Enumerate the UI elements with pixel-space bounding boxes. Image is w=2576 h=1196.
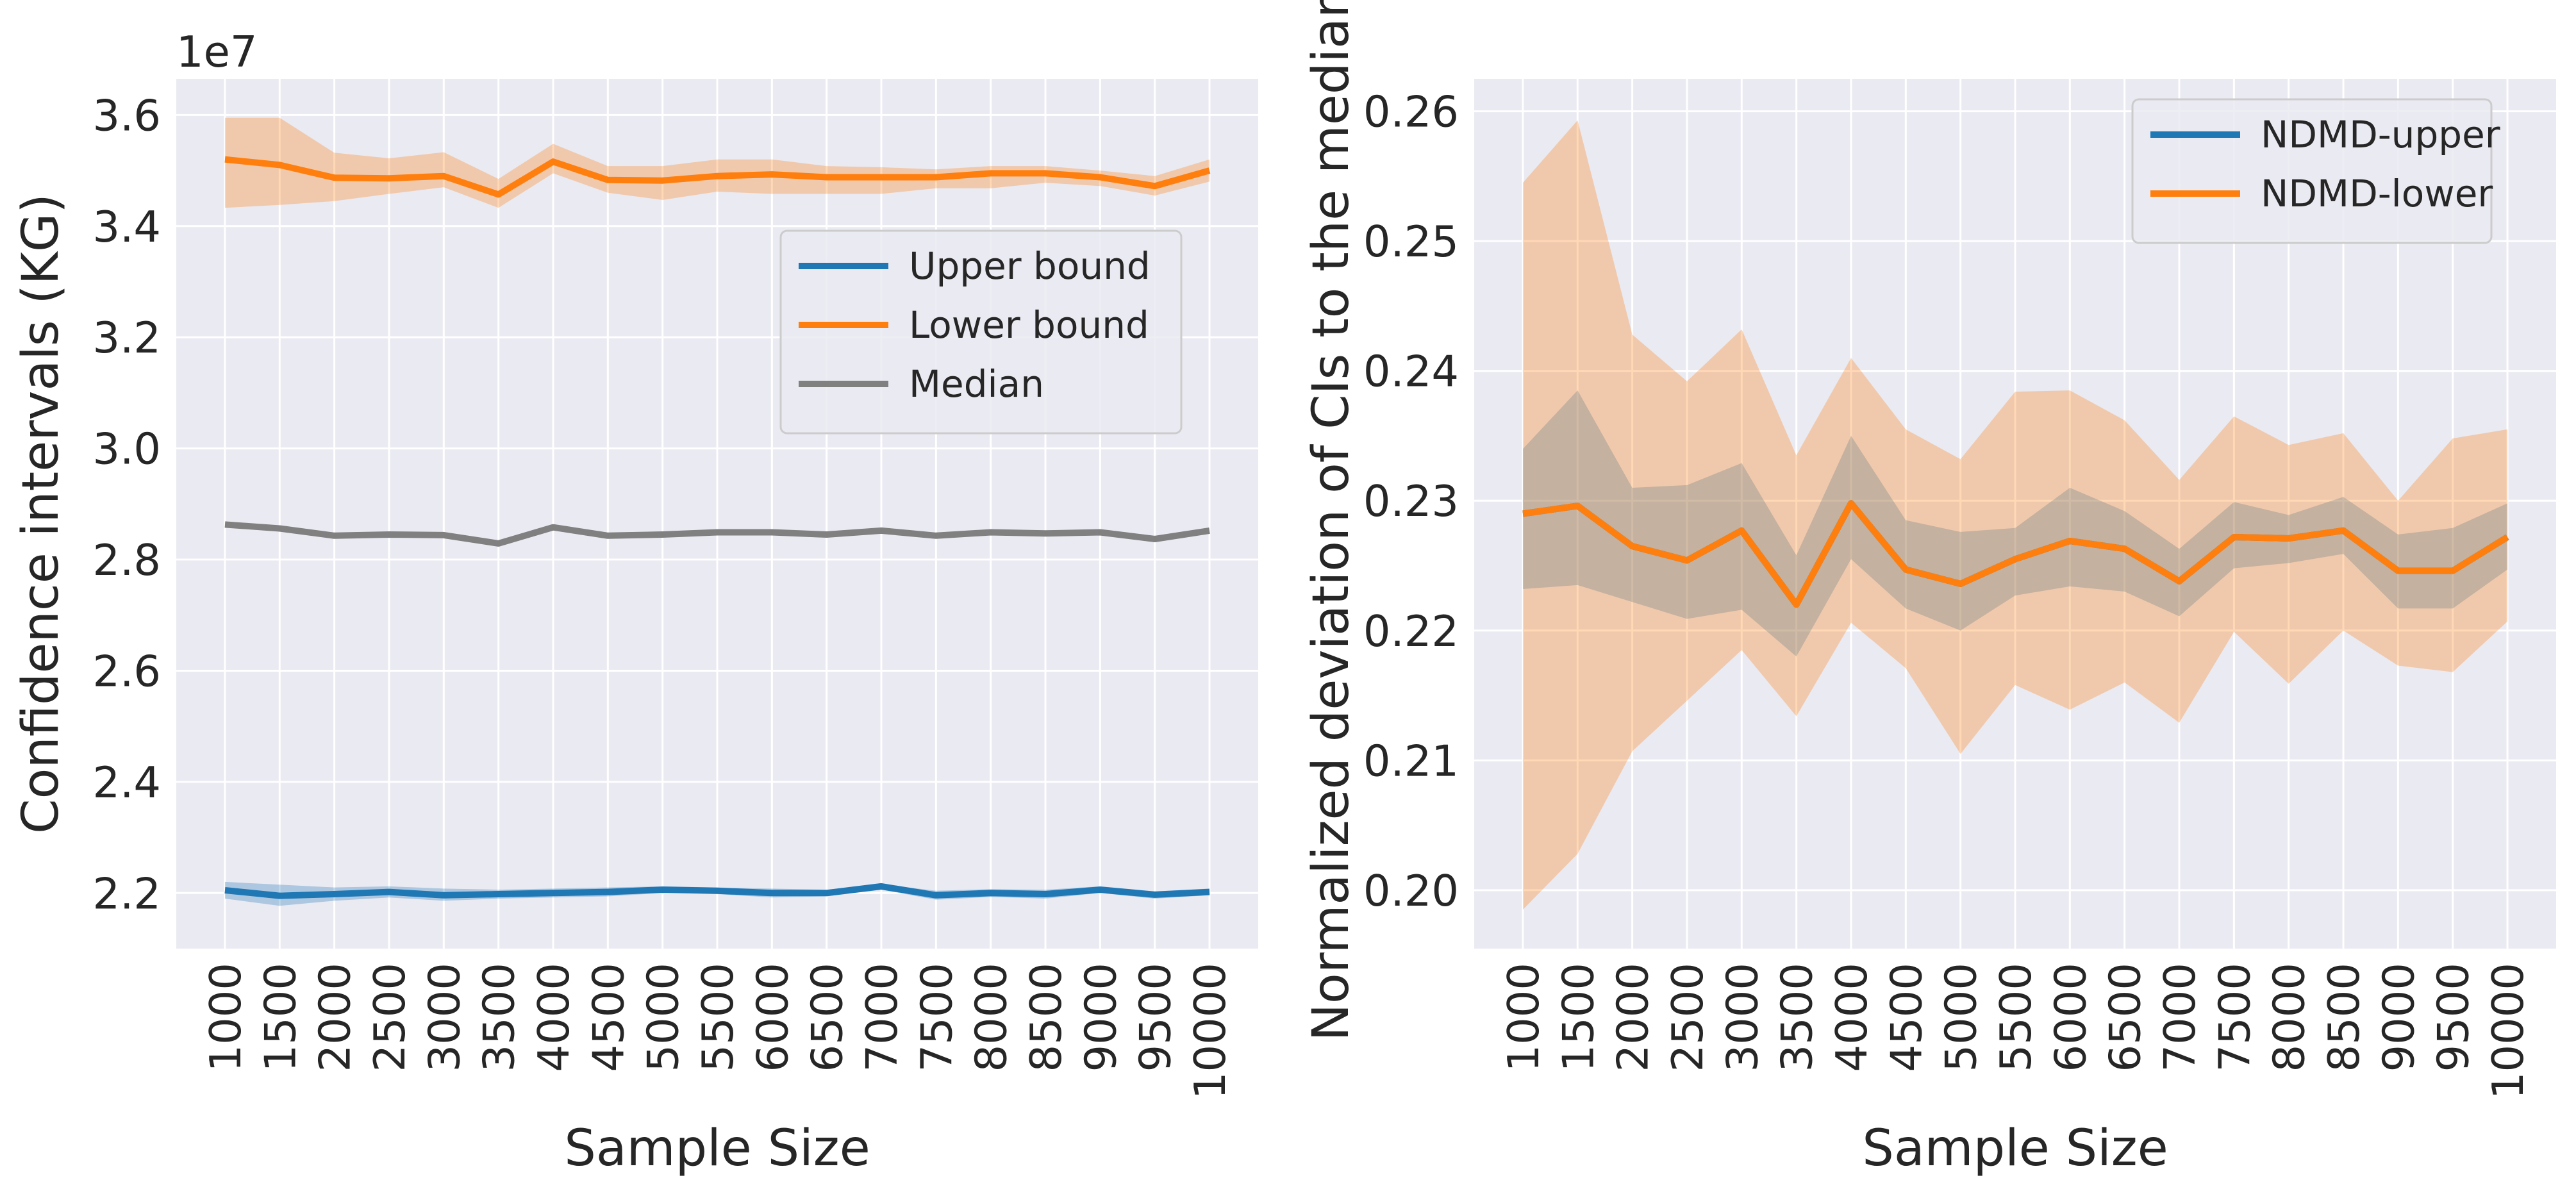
y-axis-label: Normalized deviation of CIs to the media… (1302, 0, 1360, 1041)
chart-right: 0.20 0.21 0.22 0.23 0.24 0.25 0.26 1000 1500 2000… (1302, 0, 2556, 1177)
x-tick-label: 10000 (1185, 963, 1235, 1099)
x-tick-label: 1500 (1553, 963, 1603, 1072)
x-tick-label: 4500 (1881, 963, 1931, 1072)
y-tick-label: 0.26 (1363, 87, 1459, 137)
x-tick-label: 7500 (2209, 963, 2259, 1072)
y-tick-label: 2.2 (92, 868, 161, 918)
legend-label: Lower bound (909, 303, 1149, 347)
series-line-upper-bound (224, 883, 1210, 899)
x-tick-label: 1000 (201, 963, 251, 1072)
x-tick-label: 6500 (802, 963, 852, 1072)
x-tick-label: 5000 (638, 963, 688, 1072)
legend-label: NDMD-lower (2261, 172, 2493, 215)
y-tick-label: 2.4 (92, 758, 161, 808)
x-tick-label: 2000 (1608, 963, 1658, 1072)
ci-band-ndmd-lower (1523, 120, 2507, 910)
y-offset-text: 1e7 (176, 27, 257, 77)
legend-label: NDMD-upper (2261, 113, 2500, 156)
legend-label: Upper bound (909, 244, 1151, 288)
x-tick-label: 8500 (1021, 963, 1071, 1072)
x-tick-label: 3000 (419, 963, 469, 1072)
legend: Upper bound Lower bound Median (779, 229, 1183, 435)
x-axis-label: Sample Size (564, 1120, 870, 1177)
y-tick-label: 2.8 (92, 535, 161, 585)
x-tick-label: 7000 (857, 963, 907, 1072)
x-tick-label: 8000 (967, 963, 1017, 1072)
y-tick-label: 3.0 (92, 424, 161, 474)
x-tick-label: 2500 (365, 963, 415, 1072)
y-tick-label: 3.4 (92, 202, 161, 252)
ci-band-ndmd-upper (1523, 390, 2507, 657)
x-tick-label: 8500 (2319, 963, 2369, 1072)
x-tick-label: 2500 (1663, 963, 1713, 1072)
y-tick-label: 2.6 (92, 646, 161, 696)
y-tick-label: 0.21 (1363, 736, 1459, 786)
legend-label: Median (909, 362, 1044, 406)
x-tick-label: 1500 (255, 963, 305, 1072)
series-line-lower-bound (224, 156, 1211, 198)
x-tick-label: 9500 (1131, 963, 1181, 1072)
chart-left: 2.2 2.4 2.6 2.8 3.0 3.2 3.4 3.6 1000 1500 2000 2500… (12, 27, 1258, 1177)
x-tick-label: 5500 (693, 963, 743, 1072)
legend: NDMD-upper NDMD-lower (2131, 98, 2500, 244)
y-tick-label: 3.2 (92, 313, 161, 363)
x-tick-label: 4000 (529, 963, 579, 1072)
x-tick-label: 7500 (911, 963, 961, 1072)
x-tick-label: 5500 (1991, 963, 2041, 1072)
x-tick-label: 10000 (2483, 963, 2533, 1099)
x-tick-label: 4500 (583, 963, 633, 1072)
x-tick-label: 9000 (2373, 963, 2423, 1072)
x-tick-label: 3500 (474, 963, 524, 1072)
x-tick-label: 6000 (2045, 963, 2095, 1072)
x-tick-label: 8000 (2264, 963, 2314, 1072)
x-tick-label: 3000 (1717, 963, 1767, 1072)
y-axis-label: Confidence intervals (KG) (12, 194, 70, 834)
y-tick-label: 3.6 (92, 90, 161, 140)
x-tick-label: 9000 (1076, 963, 1126, 1072)
x-tick-label: 9500 (2429, 963, 2479, 1072)
x-tick-label: 2000 (310, 963, 360, 1072)
y-tick-label: 0.24 (1363, 347, 1459, 397)
gridlines (1474, 79, 2556, 949)
y-tick-label: 0.25 (1363, 217, 1459, 267)
y-tick-label: 0.23 (1363, 476, 1459, 526)
x-tick-label: 6000 (747, 963, 797, 1072)
x-tick-label: 1000 (1499, 963, 1549, 1072)
x-tick-label: 3500 (1772, 963, 1822, 1072)
y-tick-label: 0.20 (1363, 866, 1459, 916)
y-tick-label: 0.22 (1363, 606, 1459, 656)
x-tick-label: 4000 (1827, 963, 1877, 1072)
x-tick-label: 7000 (2155, 963, 2205, 1072)
x-tick-label: 6500 (2100, 963, 2150, 1072)
series-line-ndmd-lower (1522, 500, 2509, 608)
gridlines (176, 79, 1258, 949)
x-axis-label: Sample Size (1862, 1120, 2168, 1177)
x-tick-label: 5000 (1936, 963, 1986, 1072)
series-line-median (224, 521, 1210, 547)
